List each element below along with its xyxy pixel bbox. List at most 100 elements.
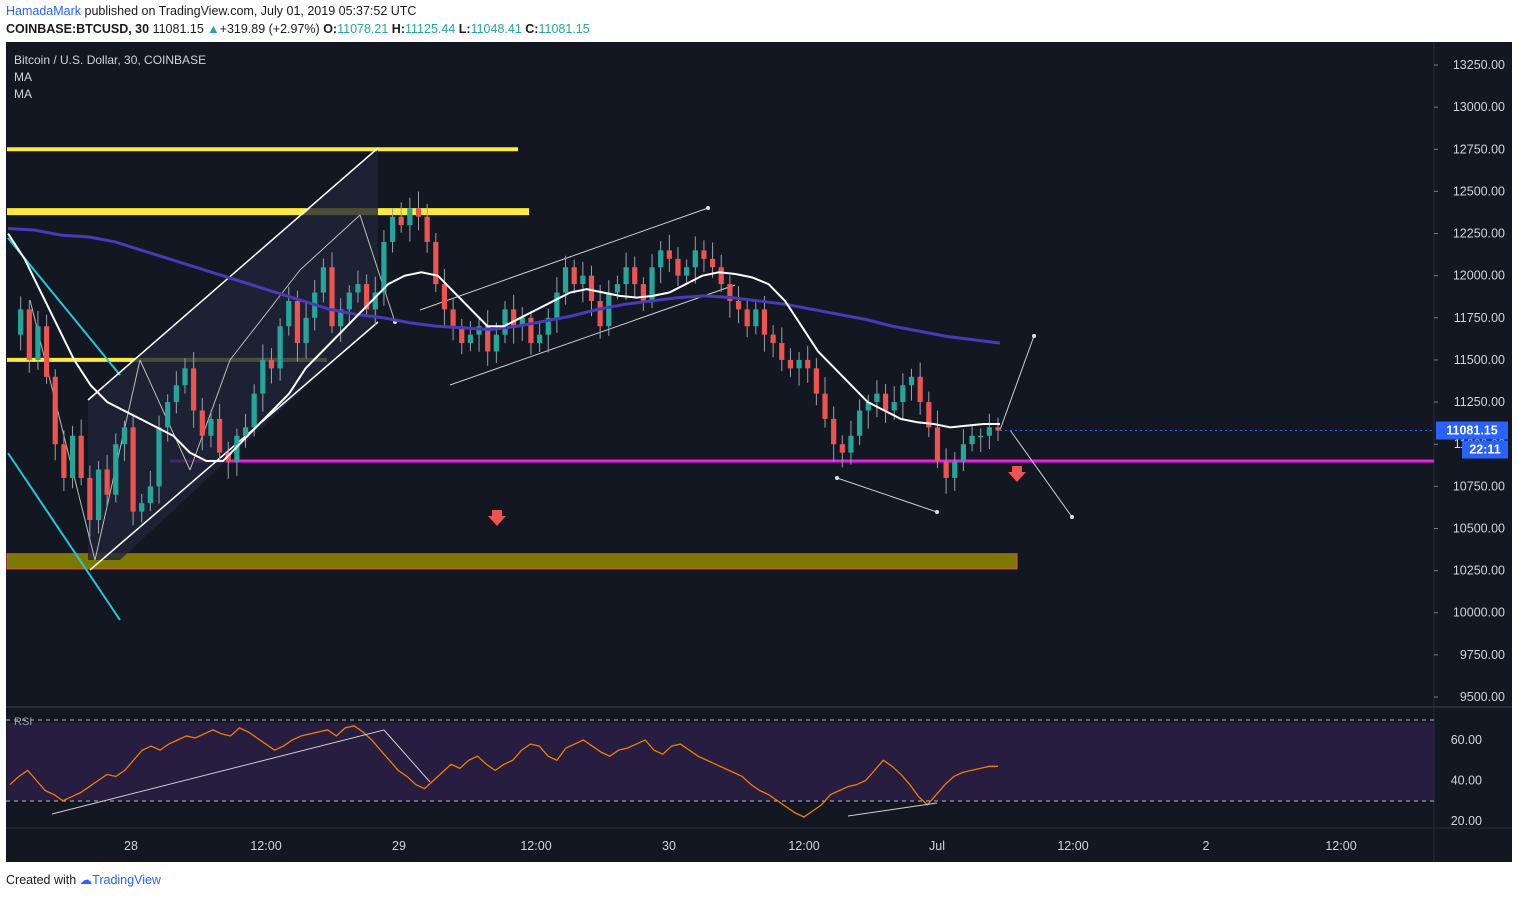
candle-body	[943, 461, 949, 478]
candle-body	[372, 292, 378, 310]
y-tick-label: 11750.00	[1454, 311, 1505, 325]
candle-body	[908, 376, 915, 386]
symbol-label: COINBASE:BTCUSD, 30	[6, 22, 150, 36]
channel-lower-line	[89, 321, 379, 571]
candle-body	[632, 267, 638, 285]
x-tick-label: 12:00	[1325, 839, 1356, 853]
candle-body	[580, 275, 586, 285]
candle-body	[450, 309, 456, 327]
candle-body	[346, 292, 352, 310]
candle-body	[234, 435, 240, 462]
zigzag-segment	[29, 299, 96, 561]
ma-slow-line	[7, 226, 1001, 345]
rsi-band	[7, 722, 1434, 801]
candle-body	[407, 208, 413, 226]
change-arrow-icon: ▲	[207, 22, 220, 36]
candle-body	[398, 216, 404, 226]
candle-body	[528, 317, 534, 344]
channel-upper-line	[87, 147, 379, 401]
y-tick-label: 13000.00	[1453, 100, 1505, 114]
candle-body	[467, 334, 473, 344]
candle-body	[511, 309, 517, 327]
zigzag-segment	[229, 269, 301, 361]
candle-body	[787, 359, 794, 369]
arrowhead-icon	[835, 476, 839, 480]
candle-body	[18, 309, 24, 335]
y-tick-label: 11250.00	[1454, 395, 1505, 409]
tradingview-link[interactable]: TradingView	[92, 873, 161, 887]
rsi-legend[interactable]: RSI	[14, 716, 33, 728]
rsi-tick-label: 20.00	[1451, 814, 1482, 828]
candle-body	[381, 241, 387, 293]
x-tick-label: 12:00	[520, 839, 551, 853]
ma-fast-legend[interactable]: MA	[14, 70, 32, 84]
candle-body	[165, 402, 171, 428]
candle-body	[485, 326, 491, 352]
candle-body	[779, 343, 785, 360]
open-value: 11078.21	[337, 22, 389, 36]
candle-body	[831, 418, 837, 445]
candle-body	[320, 267, 326, 293]
candle-body	[441, 284, 448, 310]
x-tick-label: 12:00	[250, 839, 281, 853]
down-arrow-icon	[1008, 466, 1026, 482]
candle-body	[459, 326, 465, 344]
channel-2-upper	[419, 207, 709, 311]
x-tick-label: 2	[1203, 839, 1210, 853]
x-tick-label: 12:00	[788, 839, 819, 853]
candle-body	[675, 258, 681, 276]
author-link[interactable]: HamadaMark	[6, 4, 82, 18]
candle-body	[182, 368, 188, 386]
candle-body	[130, 427, 136, 512]
change-value: +319.89 (+2.97%)	[219, 22, 320, 36]
x-tick-label: 29	[392, 839, 406, 853]
candle-body	[251, 393, 257, 428]
candle-body	[303, 317, 309, 344]
y-tick-label: 12500.00	[1453, 184, 1505, 198]
last-price-tag	[1436, 421, 1508, 440]
y-tick-label: 10500.00	[1453, 521, 1505, 535]
candle-body	[727, 284, 733, 301]
candle-body	[139, 503, 145, 512]
candle-body	[294, 300, 301, 344]
arrowhead-icon	[706, 206, 710, 210]
candle-body	[199, 410, 205, 436]
down-arrow-icon	[488, 510, 506, 526]
candle-body	[545, 317, 551, 335]
candle-body	[848, 435, 854, 453]
demand-zone	[6, 553, 1018, 570]
candle-body	[537, 334, 543, 344]
candle-body	[242, 427, 249, 436]
candle-body	[191, 368, 197, 411]
last-price: 11081.15	[152, 22, 204, 36]
candle-body	[718, 267, 724, 285]
arrowhead-icon	[1032, 334, 1036, 338]
countdown-tag-text: 22:11	[1469, 443, 1500, 457]
candle-body	[476, 326, 482, 335]
candle-body	[986, 427, 992, 436]
candle-body	[813, 368, 819, 394]
y-tick-label: 10000.00	[1453, 606, 1505, 620]
candle-body	[692, 250, 698, 268]
rsi-line	[9, 725, 998, 818]
ohlc-line: COINBASE:BTCUSD, 30 11081.15 ▲+319.89 (+…	[6, 22, 590, 36]
zigzag-segment	[189, 359, 231, 471]
candle-body	[640, 284, 646, 301]
candle-body	[857, 410, 863, 436]
candle-body	[649, 267, 655, 301]
candle-body	[770, 334, 776, 344]
candle-body	[502, 309, 508, 335]
rsi-tick-label: 60.00	[1451, 733, 1482, 747]
high-value: 11125.44	[405, 22, 456, 36]
close-value: 11081.15	[538, 22, 590, 36]
x-tick-label: 30	[662, 839, 676, 853]
candle-body	[78, 435, 84, 478]
footer: Created with ☁TradingView	[6, 872, 161, 887]
ma-slow-legend[interactable]: MA	[14, 87, 32, 101]
candle-body	[969, 435, 975, 445]
y-tick-label: 12750.00	[1453, 142, 1505, 156]
candle-body	[978, 435, 984, 438]
candle-body	[26, 309, 32, 360]
cyan-trendline-lower	[7, 452, 121, 621]
